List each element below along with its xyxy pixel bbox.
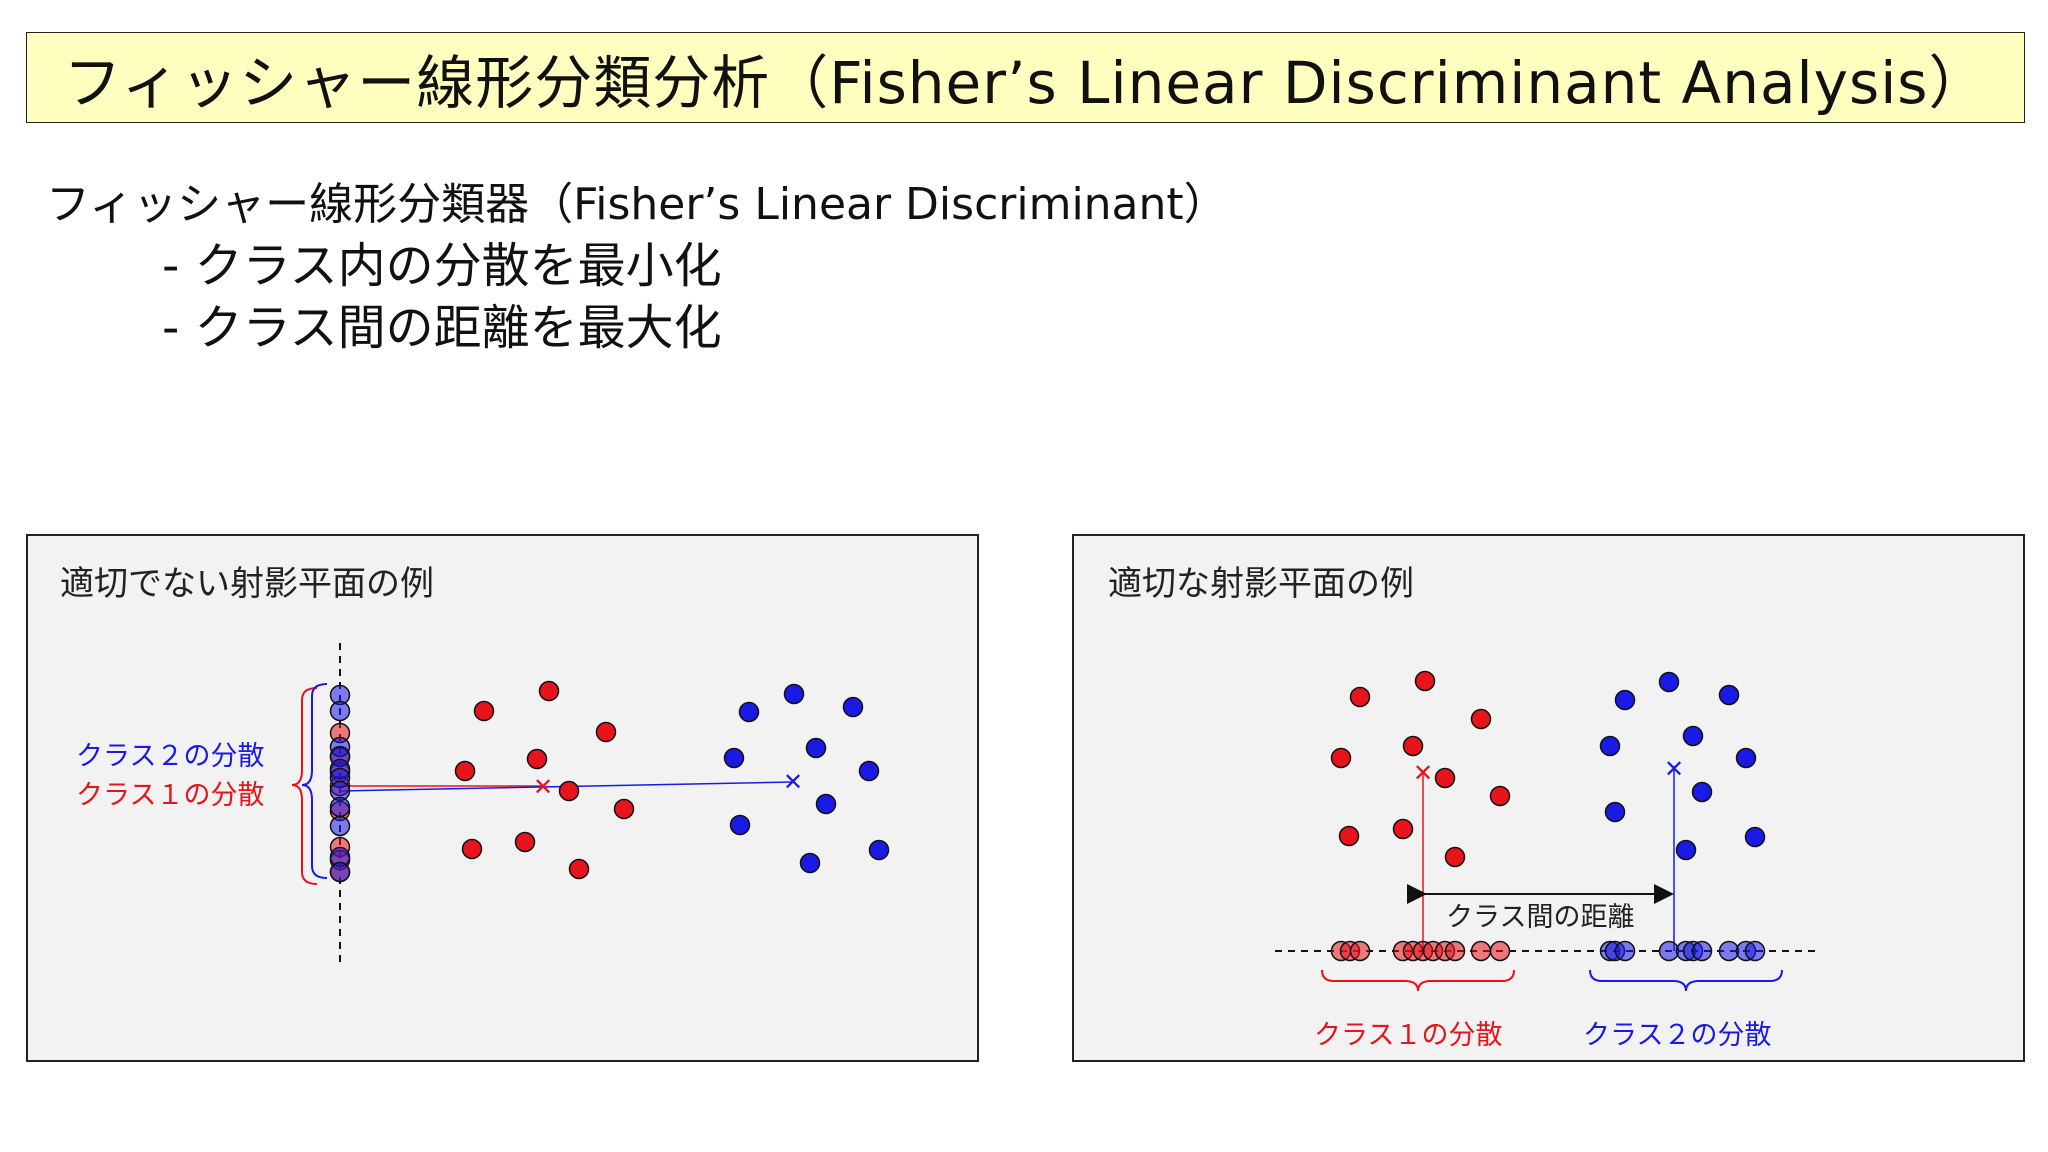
bad-class1-variance-label: クラス１の分散 [76,780,264,811]
bad-class1-point [526,748,548,770]
bad-class1-point [461,838,483,860]
good-class2-point [1682,725,1704,747]
page-title: フィッシャー線形分類分析（Fisher’s Linear Discriminan… [63,48,1988,117]
bad-projected-point [329,815,351,837]
bullet-minimize-within-class: - クラス内の分散を最小化 [162,238,722,294]
good-projected-point [1614,940,1636,962]
good-class1-point [1444,846,1466,868]
good-class2-point [1718,684,1740,706]
good-class1-variance-label: クラス１の分散 [1314,1020,1502,1051]
subtitle: フィッシャー線形分類器（Fisher’s Linear Discriminant… [46,179,1228,230]
bad-projected-point [329,796,351,818]
bad-class1-point [613,798,635,820]
good-class1-point [1330,747,1352,769]
bad-class1-point [473,700,495,722]
bad-class1-point [514,831,536,853]
bad-class2-mean-marker: ✕ [783,768,803,796]
bad-projection-title: 適切でない射影平面の例 [60,564,434,604]
good-class1-point [1402,735,1424,757]
good-class2-point [1604,801,1626,823]
bad-class1-points [454,680,635,880]
good-class2-point [1735,747,1757,769]
bad-projected-point [329,861,351,883]
between-class-distance-label: クラス間の距離 [1446,902,1634,933]
good-class1-mean-marker: ✕ [1413,759,1433,787]
bad-class2-point [842,696,864,718]
bad-class2-point [805,737,827,759]
good-projected-point [1470,940,1492,962]
good-projected-point [1658,940,1680,962]
good-class1-point [1414,670,1436,692]
good-class2-point [1744,826,1766,848]
bad-class2-variance-brace [301,683,328,879]
good-class1-point [1489,785,1511,807]
good-class1-point [1392,818,1414,840]
good-projection-panel: 適切な射影平面の例 [1072,534,2025,1062]
good-class1-point [1338,825,1360,847]
bad-class2-point [738,701,760,723]
good-class2-variance-brace [1589,969,1783,992]
good-projected-point [1691,940,1713,962]
good-class2-points [1599,671,1766,861]
good-class2-point [1675,839,1697,861]
good-projected-point [1489,940,1511,962]
good-projection-title: 適切な射影平面の例 [1108,564,1414,604]
bad-class1-point [595,721,617,743]
bad-class1-point [568,858,590,880]
bad-class2-point [723,747,745,769]
bad-class1-mean-marker: ✕ [533,773,553,801]
good-projected-point [1744,940,1766,962]
bad-class1-point [558,780,580,802]
bad-class2-point [815,793,837,815]
bad-class2-point [783,683,805,705]
bad-class2-point [868,839,890,861]
good-class2-point [1691,781,1713,803]
bad-projected-points [329,684,351,883]
good-class1-point [1470,708,1492,730]
bullet-maximize-between-class: - クラス間の距離を最大化 [162,300,722,356]
good-projected-points [1330,940,1766,962]
bad-class2-points [723,683,890,874]
good-projected-point [1444,940,1466,962]
title-box: フィッシャー線形分類分析（Fisher’s Linear Discriminan… [26,32,2025,123]
good-class1-point [1349,686,1371,708]
good-class2-point [1614,689,1636,711]
good-class1-variance-brace [1321,969,1515,992]
good-class2-variance-label: クラス２の分散 [1583,1020,1771,1051]
bad-class1-variance-brace [291,687,318,885]
good-class2-point [1599,735,1621,757]
bad-class2-point [799,852,821,874]
good-class1-point [1434,767,1456,789]
bad-class2-point [858,760,880,782]
bad-class2-point [729,814,751,836]
good-projected-point [1349,940,1371,962]
good-class1-points [1330,670,1511,868]
good-class2-mean-marker: ✕ [1664,755,1684,783]
good-projected-point [1718,940,1740,962]
bad-projected-point [329,700,351,722]
bad-class1-point [454,760,476,782]
bad-class1-point [538,680,560,702]
good-class2-point [1658,671,1680,693]
bad-class2-variance-label: クラス２の分散 [76,741,264,772]
